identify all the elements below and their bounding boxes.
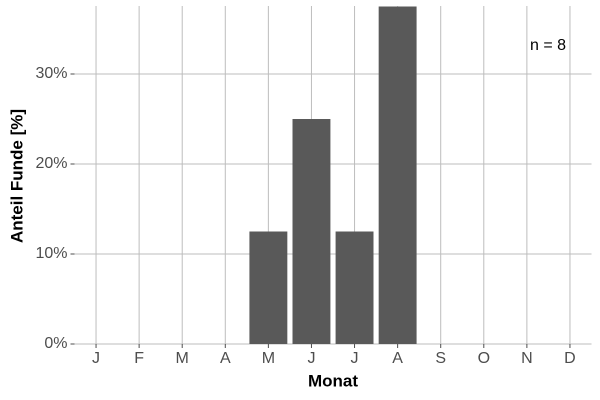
- x-tick-label: N: [521, 350, 533, 367]
- y-tick-label: 30%: [35, 65, 67, 82]
- bar: [335, 231, 374, 344]
- x-tick-label: J: [92, 350, 100, 367]
- x-tick-label: D: [564, 350, 576, 367]
- x-tick-label: J: [307, 350, 315, 367]
- x-tick-label: M: [176, 350, 189, 367]
- x-tick-label: S: [435, 350, 446, 367]
- x-tick-label: A: [392, 350, 403, 367]
- y-tick-label: 20%: [35, 155, 67, 172]
- x-axis-title: Monat: [308, 371, 358, 390]
- y-tick-label: 10%: [35, 245, 67, 262]
- x-tick-label: J: [351, 350, 359, 367]
- annotation: n = 8: [530, 37, 566, 54]
- bar: [249, 231, 288, 344]
- x-tick-label: A: [220, 350, 231, 367]
- x-tick-label: M: [262, 350, 275, 367]
- x-tick-label: O: [478, 350, 490, 367]
- bar: [378, 6, 417, 344]
- y-tick-label: 0%: [44, 335, 67, 352]
- bar: [292, 119, 331, 344]
- y-axis-title: Anteil Funde [%]: [7, 109, 26, 243]
- x-tick-label: F: [134, 350, 144, 367]
